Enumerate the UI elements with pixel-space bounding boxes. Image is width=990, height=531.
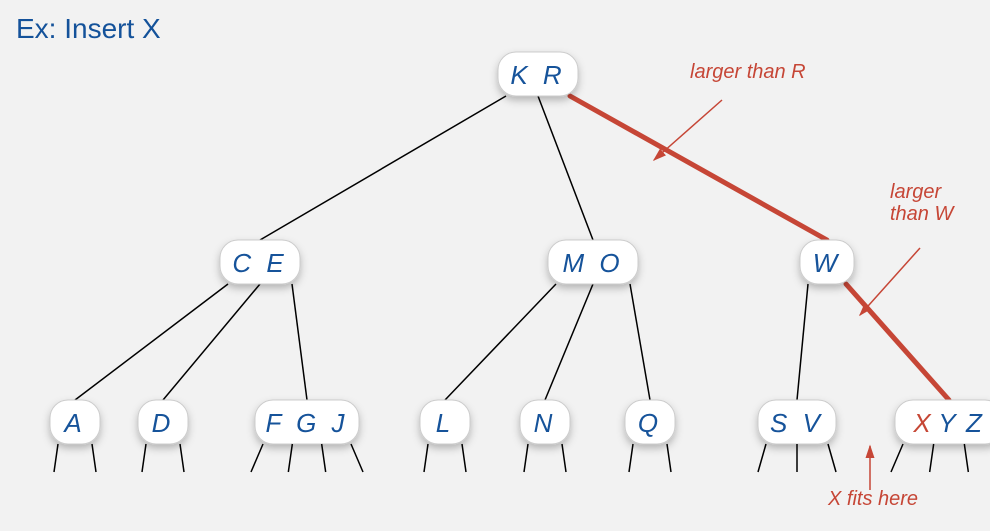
leaf-stub-fgj-1 bbox=[288, 444, 292, 472]
node-root: K R bbox=[498, 52, 578, 96]
edge-ce-d bbox=[163, 284, 260, 400]
leaf-stub-fgj-0 bbox=[251, 444, 263, 472]
leaf-stub-l-1 bbox=[462, 444, 466, 472]
annotation-arrow bbox=[860, 248, 920, 315]
node-key: Y bbox=[938, 408, 959, 438]
node-keys: M O bbox=[562, 248, 623, 278]
edge-w-sv bbox=[797, 284, 808, 400]
edge-ce-a bbox=[75, 284, 228, 400]
node-w: W bbox=[800, 240, 854, 284]
node-ce: C E bbox=[220, 240, 300, 284]
edge-root-ce bbox=[260, 96, 506, 240]
node-keys: C E bbox=[232, 248, 287, 278]
annotation-text: larger bbox=[890, 181, 942, 203]
node-keys: W bbox=[813, 248, 842, 278]
leaf-stub-xyz-2 bbox=[964, 444, 968, 472]
diagram-title: Ex: Insert X bbox=[16, 13, 161, 44]
node-keys: N bbox=[534, 408, 557, 438]
node-n: N bbox=[520, 400, 570, 444]
node-l: L bbox=[420, 400, 470, 444]
leaf-stub-n-0 bbox=[524, 444, 528, 472]
annotation-arrow bbox=[654, 100, 722, 160]
annotation-text: X fits here bbox=[827, 488, 918, 510]
edge-mo-n bbox=[545, 284, 593, 400]
leaf-stub-q-1 bbox=[667, 444, 671, 472]
leaf-stub-a-0 bbox=[54, 444, 58, 472]
annotation-text: than W bbox=[890, 203, 955, 225]
leaf-stub-q-0 bbox=[629, 444, 633, 472]
edge-ce-fgj bbox=[292, 284, 307, 400]
node-sv: S V bbox=[758, 400, 836, 444]
leaf-stub-a-1 bbox=[92, 444, 96, 472]
leaf-stub-d-1 bbox=[180, 444, 184, 472]
leaf-stub-xyz-1 bbox=[930, 444, 934, 472]
edge-mo-l bbox=[445, 284, 556, 400]
node-xyz: XYZ bbox=[895, 400, 990, 444]
node-mo: M O bbox=[548, 240, 638, 284]
leaf-stub-sv-2 bbox=[828, 444, 836, 472]
inserted-key: X bbox=[912, 408, 932, 438]
node-keys: S V bbox=[770, 408, 824, 438]
nodes-layer: K R C E M O W A D F G J L N Q S V XYZ bbox=[50, 52, 990, 444]
node-keys: F G J bbox=[265, 408, 348, 438]
leaf-stub-l-0 bbox=[424, 444, 428, 472]
node-keys: K R bbox=[510, 60, 565, 90]
leaf-stubs-layer bbox=[54, 444, 990, 472]
leaf-stub-fgj-3 bbox=[351, 444, 363, 472]
node-keys: A bbox=[62, 408, 85, 438]
node-q: Q bbox=[625, 400, 675, 444]
node-a: A bbox=[50, 400, 100, 444]
node-d: D bbox=[138, 400, 188, 444]
node-keys: D bbox=[152, 408, 175, 438]
annotation-text: larger than R bbox=[690, 61, 806, 83]
leaf-stub-d-0 bbox=[142, 444, 146, 472]
edge-root-mo bbox=[538, 96, 593, 240]
node-keys: L bbox=[436, 408, 454, 438]
edge-root-w bbox=[570, 96, 827, 240]
edge-mo-q bbox=[630, 284, 650, 400]
leaf-stub-fgj-2 bbox=[322, 444, 326, 472]
edge-w-xyz bbox=[846, 284, 949, 400]
node-keys: Q bbox=[638, 408, 662, 438]
btree-diagram: Ex: Insert X K RC EM OWADF G JLNQS VXYZ … bbox=[0, 0, 990, 531]
leaf-stub-xyz-0 bbox=[891, 444, 903, 472]
node-fgj: F G J bbox=[255, 400, 359, 444]
node-key: Z bbox=[965, 408, 986, 438]
leaf-stub-sv-0 bbox=[758, 444, 766, 472]
leaf-stub-n-1 bbox=[562, 444, 566, 472]
